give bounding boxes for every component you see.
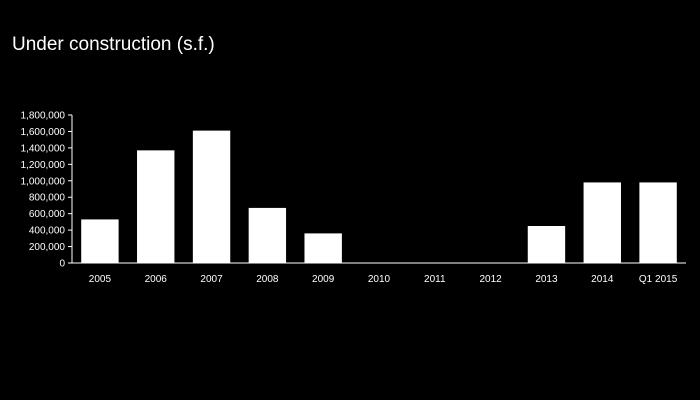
- bars: [81, 130, 677, 263]
- bar-2006: [137, 150, 175, 263]
- y-tick-label: 1,800,000: [21, 111, 66, 122]
- y-tick-label: 200,000: [29, 242, 66, 253]
- x-tick-label: 2007: [200, 274, 223, 285]
- x-tick-label: 2006: [145, 274, 168, 285]
- x-tick-label: 2014: [591, 274, 614, 285]
- x-tick-label: 2005: [89, 274, 112, 285]
- y-tick-label: 1,600,000: [21, 127, 66, 138]
- y-axis: 0 200,000 400,000 600,000 800,000 1,000,000 1,…: [21, 111, 73, 270]
- bar-2007: [192, 130, 231, 263]
- bar-2014: [583, 182, 621, 263]
- x-tick-label: 2009: [312, 274, 335, 285]
- y-tick-label: 600,000: [29, 209, 66, 220]
- y-tick-label: 1,200,000: [21, 160, 66, 171]
- x-axis: 2005 2006 2007 2008 2009 2010 2011 2012 2013 2014…: [72, 262, 686, 285]
- bar-2005: [81, 219, 119, 263]
- chart-title: Under construction (s.f.): [12, 34, 215, 55]
- y-tick-label: 800,000: [29, 193, 66, 204]
- bar-2008: [248, 207, 287, 263]
- bar-2013: [527, 226, 566, 263]
- x-tick-label: 2013: [535, 274, 558, 285]
- y-tick-label: 400,000: [29, 226, 66, 237]
- x-tick-label: Q1 2015: [639, 274, 678, 285]
- y-tick-label: 1,400,000: [21, 143, 66, 154]
- y-tick-label: 0: [59, 259, 65, 270]
- x-tick-label: 2011: [424, 274, 446, 285]
- x-tick-label: 2012: [480, 274, 503, 285]
- x-tick-label: 2008: [256, 274, 279, 285]
- bar-q1-2015: [639, 182, 677, 263]
- y-tick-label: 1,000,000: [21, 176, 66, 187]
- bar-2009: [304, 233, 342, 263]
- x-tick-label: 2010: [368, 274, 391, 285]
